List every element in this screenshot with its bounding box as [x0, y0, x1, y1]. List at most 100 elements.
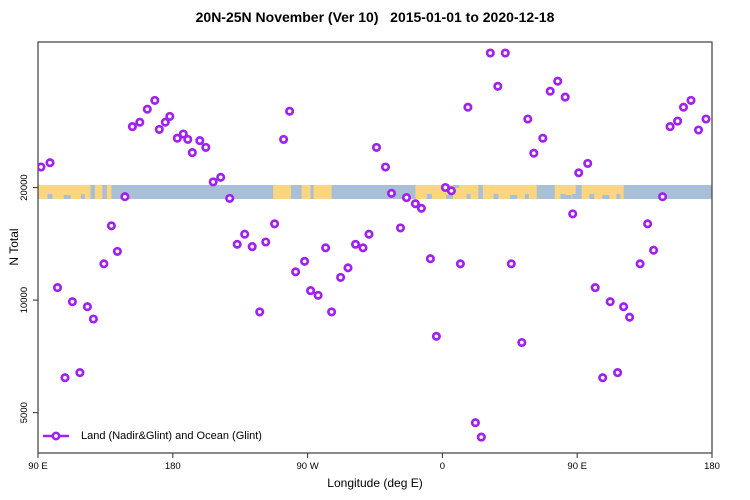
data-point [431, 331, 441, 341]
land-strip-segment [273, 185, 292, 199]
data-point [270, 219, 280, 229]
data-point [701, 114, 711, 124]
data-point [476, 432, 486, 442]
data-point [590, 283, 600, 293]
data-point [665, 122, 675, 132]
coastline-notch [572, 194, 577, 199]
land-strip-segment [313, 185, 332, 199]
data-point [686, 95, 696, 105]
data-point [538, 133, 548, 143]
legend: Land (Nadir&Glint) and Ocean (Glint) [40, 428, 262, 444]
data-point [500, 48, 510, 58]
y-tick-label: 20000 [19, 174, 30, 200]
data-point [38, 162, 46, 172]
data-point [216, 172, 226, 182]
data-point [300, 256, 310, 266]
data-point [106, 221, 116, 231]
legend-marker-icon [43, 431, 69, 441]
data-point [401, 193, 412, 203]
data-point [416, 203, 426, 213]
data-point [545, 86, 555, 96]
data-points-group [38, 48, 711, 442]
data-point [613, 368, 623, 378]
data-point [247, 242, 257, 252]
legend-label: Land (Nadir&Glint) and Ocean (Glint) [81, 430, 262, 442]
data-point [658, 192, 668, 202]
data-point [178, 129, 188, 139]
data-point [154, 124, 164, 134]
chart-title: 20N-25N November (Ver 10) 2015-01-01 to … [195, 9, 555, 25]
coastline-notch [602, 195, 610, 199]
x-tick-label: 180 [704, 461, 720, 472]
data-point [395, 223, 406, 233]
data-point [306, 286, 316, 296]
coastline-notch [446, 195, 454, 199]
data-point [232, 239, 242, 249]
coastline-notch [510, 195, 518, 199]
data-point [455, 259, 465, 269]
data-point [583, 158, 593, 168]
data-point [183, 134, 193, 144]
data-point [279, 134, 289, 144]
data-point [364, 229, 374, 239]
data-point [410, 199, 420, 209]
data-point [60, 373, 70, 383]
data-point [673, 116, 683, 126]
data-point [506, 259, 516, 269]
coastline-notch [493, 194, 499, 199]
coastline-notch [80, 194, 85, 199]
data-point [463, 102, 473, 112]
land-strip-segment [94, 185, 103, 199]
x-tick-label: 90 E [567, 461, 587, 472]
data-point [386, 188, 397, 198]
data-point [285, 106, 295, 116]
data-point [240, 229, 250, 239]
data-point [67, 297, 77, 307]
data-point [150, 95, 160, 105]
data-point [693, 125, 704, 135]
x-tick-label: 180 [165, 461, 181, 472]
data-point [327, 307, 337, 317]
data-point [165, 111, 175, 121]
data-point [291, 267, 301, 277]
x-tick-label: 90 W [297, 461, 319, 472]
coastline-notch [589, 194, 595, 199]
data-point [75, 368, 85, 378]
y-axis-label: N Total [7, 228, 21, 266]
data-point [120, 192, 130, 202]
data-point [446, 186, 456, 196]
coastline-notch [453, 185, 460, 188]
data-point [649, 245, 659, 255]
data-point [553, 76, 563, 86]
coastline-notch [524, 194, 529, 199]
data-point [380, 162, 391, 172]
data-point [350, 239, 361, 249]
data-point [643, 219, 653, 229]
latitude-band-map [38, 185, 712, 199]
data-point [470, 418, 480, 428]
data-point [313, 290, 323, 300]
data-point [371, 142, 382, 152]
data-point [201, 142, 211, 152]
x-axis-label: Longitude (deg E) [327, 476, 423, 490]
x-tick-label: 90 E [28, 461, 48, 472]
data-point [88, 314, 98, 324]
data-point [560, 92, 570, 102]
data-point [187, 148, 197, 158]
data-point [82, 302, 92, 312]
data-point [517, 337, 527, 348]
data-point [358, 243, 368, 253]
data-point [605, 297, 615, 307]
data-point [321, 243, 331, 253]
coastline-notch [426, 194, 432, 199]
y-tick-label: 5000 [19, 402, 30, 423]
coastline-notch [560, 194, 566, 199]
plot-border [37, 41, 713, 454]
land-strip-segment [106, 185, 112, 199]
data-point [45, 158, 55, 168]
data-point [255, 307, 265, 317]
data-point [635, 259, 645, 269]
data-point [195, 136, 205, 146]
data-point [142, 104, 152, 114]
data-point [225, 193, 235, 203]
